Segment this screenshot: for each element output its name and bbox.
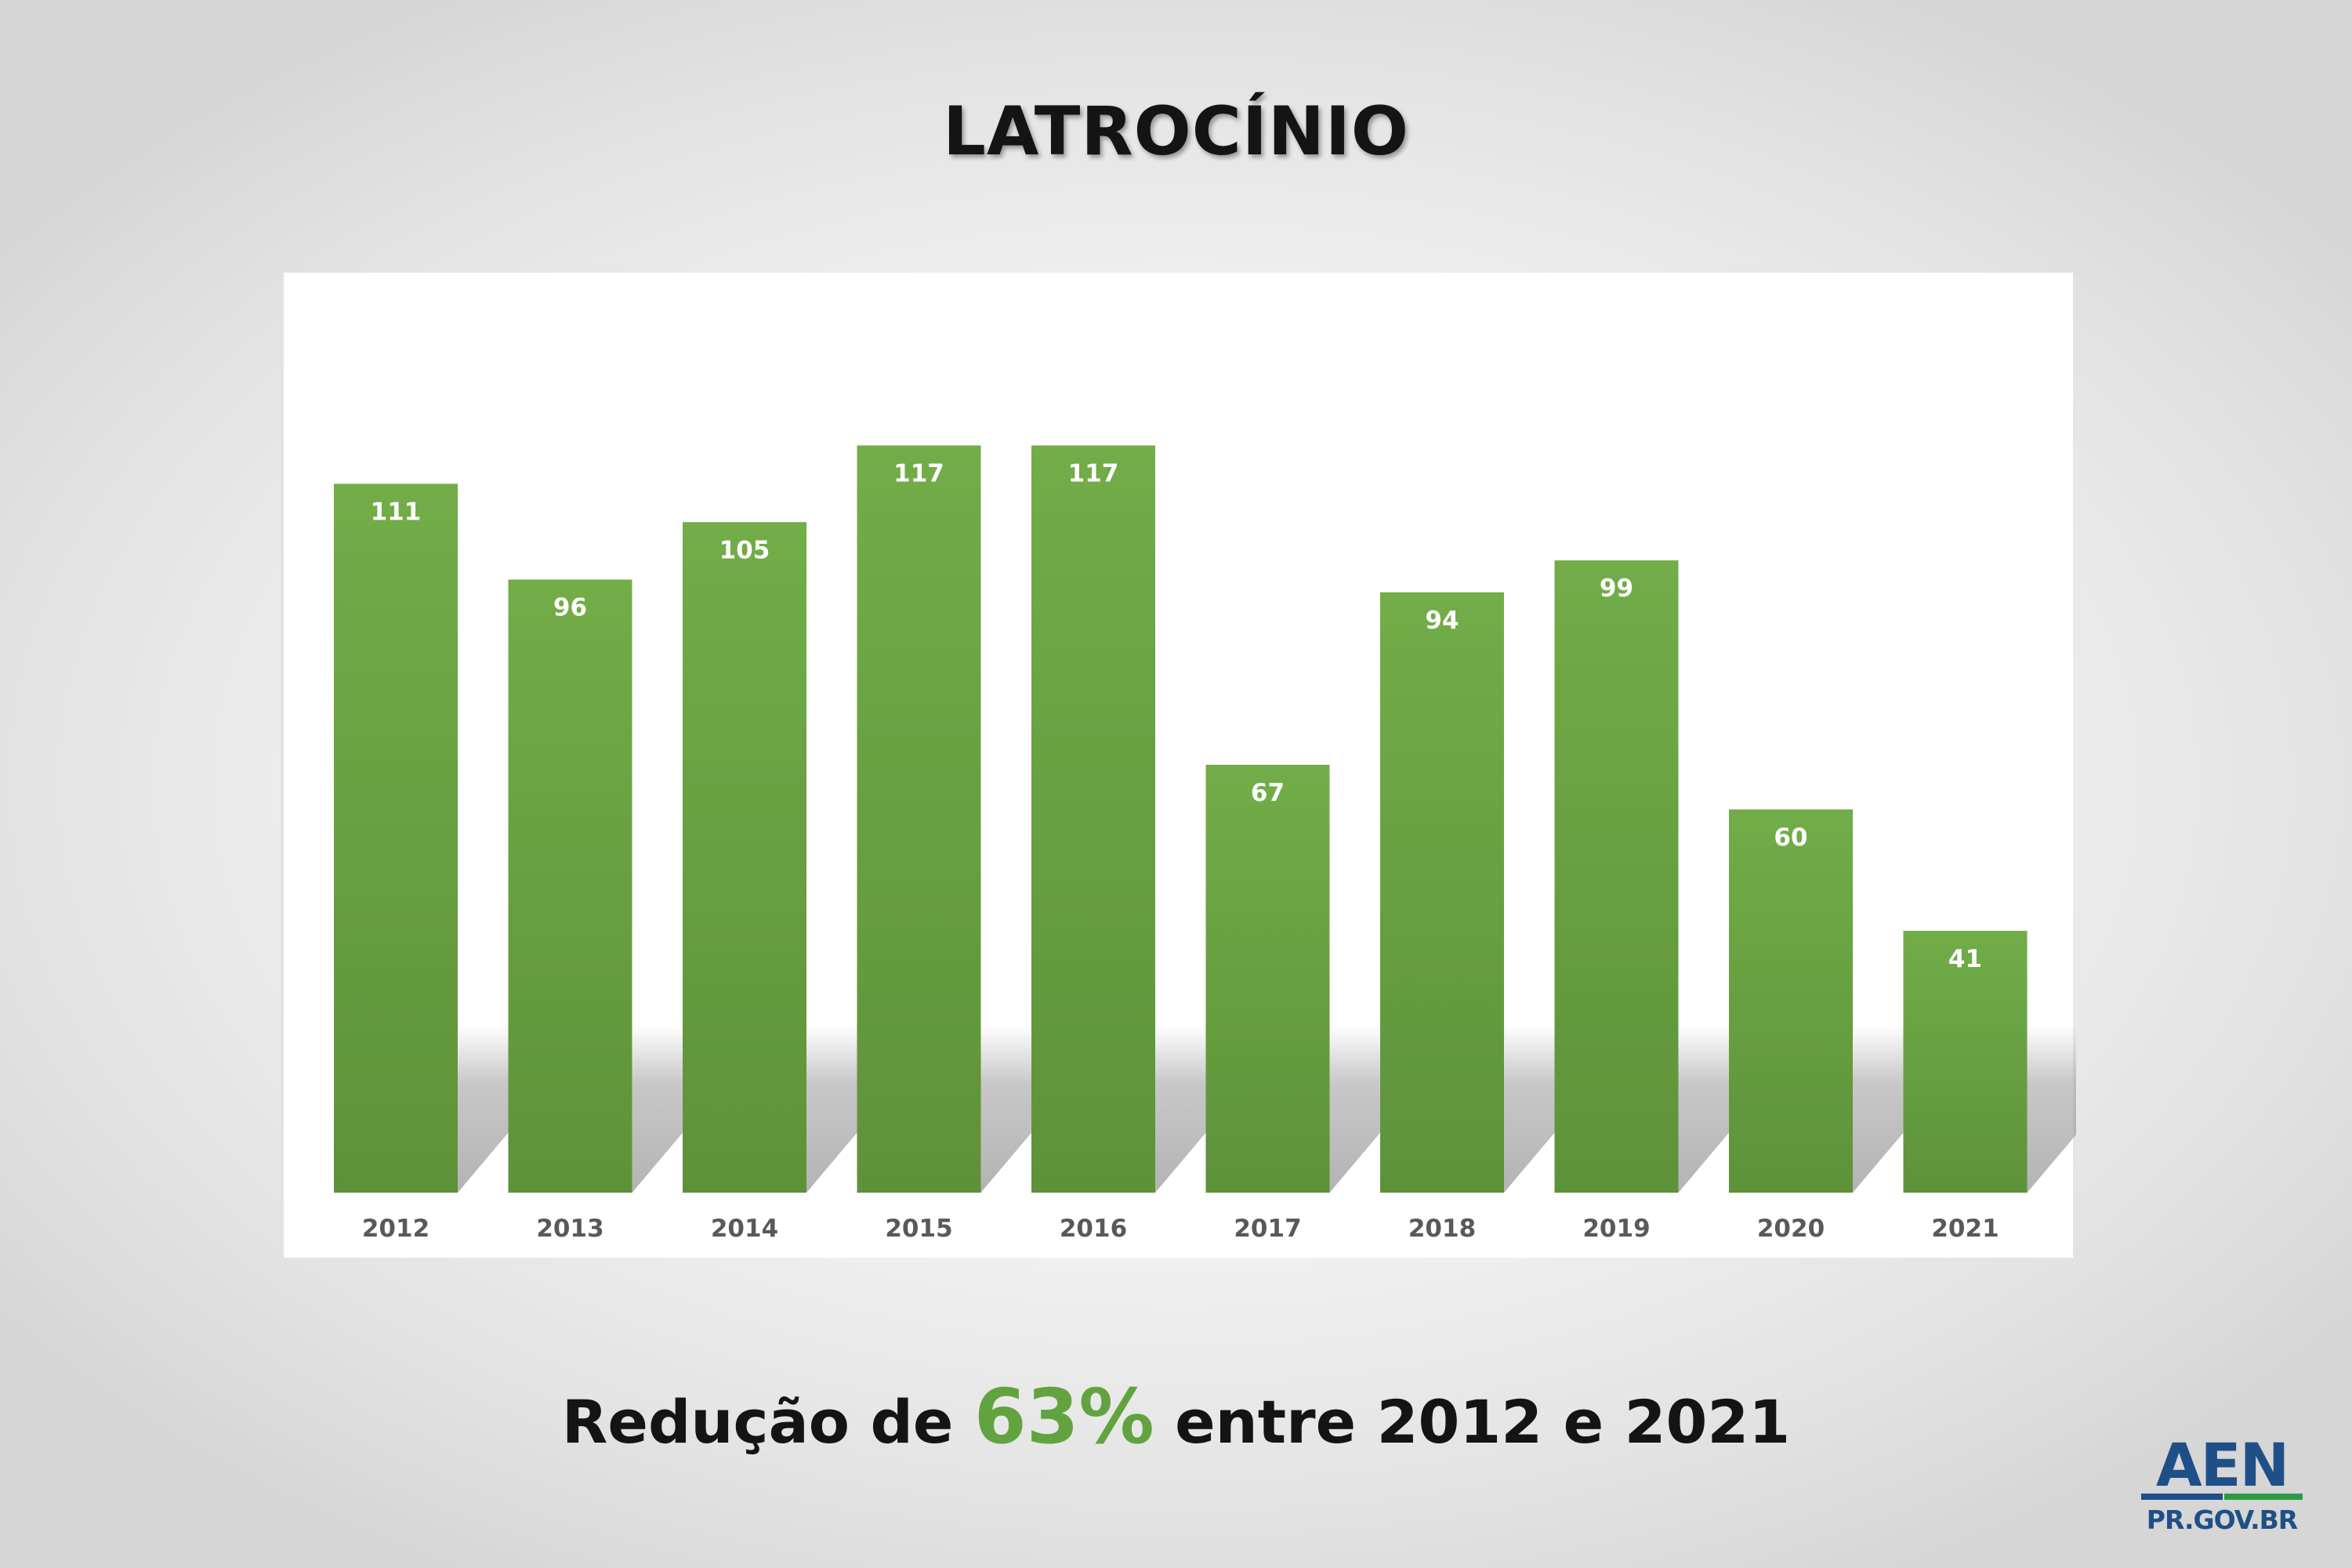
logo-sub: PR.GOV.BR [2146, 1505, 2298, 1535]
caption-prefix: Redução de [561, 1387, 974, 1457]
bar-2016 [1031, 445, 1155, 1193]
x-tick-2020: 2020 [1757, 1215, 1825, 1243]
bar-2019 [1554, 560, 1679, 1193]
x-tick-2012: 2012 [362, 1215, 429, 1243]
logo-stripe-blue [2141, 1494, 2223, 1500]
x-tick-2019: 2019 [1582, 1215, 1650, 1243]
reduction-caption: Redução de 63% entre 2012 e 2021 [0, 1373, 2352, 1461]
page-title: LATROCÍNIO [943, 92, 1409, 171]
bars [334, 445, 2028, 1193]
data-label-2020: 60 [1774, 824, 1807, 852]
data-label-2013: 96 [553, 594, 587, 622]
data-label-2012: 111 [371, 498, 422, 526]
data-label-2017: 67 [1251, 779, 1285, 807]
caption-highlight: 63% [973, 1373, 1154, 1461]
aen-logo: AEN PR.GOV.BR [2138, 1436, 2306, 1537]
data-label-2015: 117 [893, 459, 944, 487]
bar-2018 [1380, 592, 1504, 1193]
bar-2017 [1205, 764, 1330, 1193]
data-label-2014: 105 [719, 536, 770, 564]
x-tick-2016: 2016 [1060, 1215, 1127, 1243]
x-tick-2021: 2021 [1931, 1215, 1999, 1243]
data-labels: 111 96 105 117 117 67 94 99 60 41 [371, 459, 1982, 972]
bar-2013 [508, 579, 632, 1193]
data-label-2019: 99 [1600, 574, 1633, 603]
x-tick-2015: 2015 [885, 1215, 952, 1243]
data-label-2018: 94 [1425, 607, 1459, 635]
data-label-2016: 117 [1068, 459, 1119, 487]
data-label-2021: 41 [1948, 945, 1982, 973]
chart-panel: 111 96 105 117 117 67 94 99 60 41 2012 2013 2014 201… [281, 273, 2076, 1258]
x-tick-2014: 2014 [711, 1215, 778, 1243]
x-axis-ticks: 2012 2013 2014 2015 2016 2017 2018 2019 2020 2021 [362, 1215, 1999, 1243]
logo-stripe-green [2224, 1494, 2303, 1500]
bar-2021 [1903, 930, 2028, 1193]
caption-suffix: entre 2012 e 2021 [1154, 1387, 1791, 1457]
logo-word: AEN [2155, 1430, 2289, 1500]
x-tick-2017: 2017 [1234, 1215, 1301, 1243]
bar-2014 [683, 522, 806, 1193]
x-tick-2018: 2018 [1408, 1215, 1476, 1243]
x-tick-2013: 2013 [536, 1215, 603, 1243]
bar-2015 [857, 445, 981, 1193]
bar-2020 [1729, 809, 1853, 1193]
bar-2012 [334, 483, 458, 1193]
